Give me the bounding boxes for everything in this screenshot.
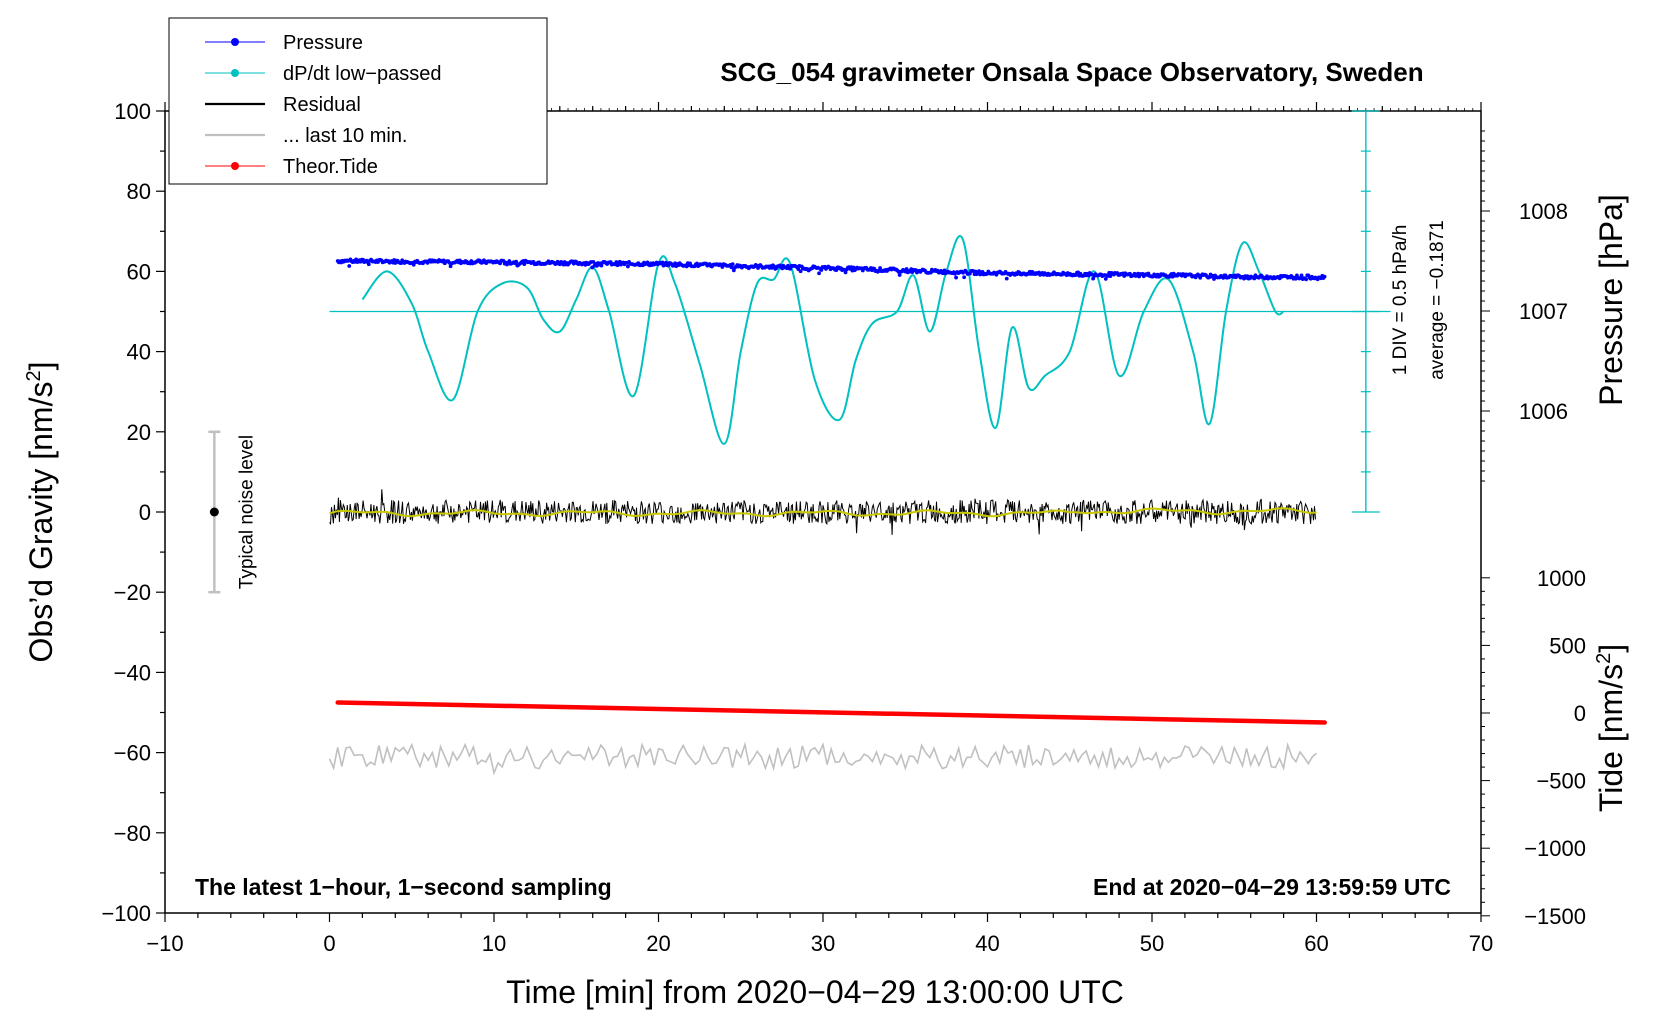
noise-bar-center (209, 507, 219, 517)
y-tick-label: 20 (127, 420, 151, 445)
y-axis-tide-label-exp: 2 (1593, 653, 1615, 664)
legend-label: Pressure (283, 32, 363, 54)
tide-tick-label: 0 (1574, 701, 1586, 726)
y-tick-label: 40 (127, 340, 151, 365)
pressure-point (1004, 276, 1009, 281)
pressure-point (817, 271, 821, 276)
y-axis-left-label-text: Obs’d Gravity [nm/s (23, 382, 59, 663)
pressure-point (1304, 277, 1309, 282)
legend-label: dP/dt low−passed (283, 63, 441, 85)
x-tick-label: 10 (482, 931, 506, 956)
end-time-note: End at 2020−04−29 13:59:59 UTC (1093, 874, 1451, 900)
tide-tick-label: −1500 (1524, 904, 1586, 929)
y-axis-pressure: 1008 1007 1006 (1481, 130, 1568, 482)
x-tick-label: 70 (1469, 931, 1493, 956)
pressure-point (366, 262, 371, 267)
pressure-point (448, 264, 453, 269)
pressure-point (798, 269, 803, 274)
y-axis-left-label-close: ] (23, 362, 59, 371)
pressure-point (977, 269, 982, 274)
legend-label: ... last 10 min. (283, 125, 408, 147)
pressure-point (843, 270, 848, 275)
x-tick-label: 30 (811, 931, 835, 956)
y-axis-pressure-label: Pressure [hPa] (1593, 194, 1629, 406)
x-tick-label: 50 (1140, 931, 1164, 956)
x-tick-label: 40 (975, 931, 999, 956)
pressure-point (347, 264, 352, 268)
legend-marker (231, 38, 239, 46)
pressure-point (819, 268, 824, 272)
y-tick-label: 60 (127, 259, 151, 284)
pressure-point (962, 275, 967, 280)
tide-tick-label: −1000 (1524, 836, 1586, 861)
legend-label: Residual (283, 94, 361, 116)
y-axis-left-label: Obs’d Gravity [nm/s2] (23, 362, 59, 663)
y-axis-left-label-exp: 2 (23, 370, 45, 381)
y-axis-left: 100 80 60 40 20 0 −20 −40 −60 −80 −100 (101, 99, 165, 926)
x-tick-label: 0 (323, 931, 335, 956)
legend: Pressure dP/dt low−passed Residual ... last… (168, 17, 548, 185)
pressure-point (599, 263, 604, 268)
x-axis-label: Time [min] from 2020−04−29 13:00:00 UTC (506, 974, 1124, 1010)
y-axis-tide-label-text: Tide [nm/s (1593, 664, 1629, 812)
y-tick-label: −60 (114, 741, 151, 766)
pressure-point (897, 273, 902, 277)
residual-smoothed-line (329, 507, 1317, 518)
chart-title: SCG_054 gravimeter Onsala Space Observat… (720, 57, 1423, 87)
pressure-point (1103, 276, 1108, 281)
pressure-point (1299, 273, 1304, 278)
x-axis: −10 0 10 20 30 40 50 60 70 (146, 102, 1493, 956)
y-axis-tide-label: Tide [nm/s2] (1593, 644, 1629, 812)
legend-label: Theor.Tide (283, 156, 378, 178)
pressure-point (730, 262, 735, 267)
pressure-tick-label: 1006 (1519, 399, 1568, 424)
pressure-tick-label: 1008 (1519, 199, 1568, 224)
pressure-point (878, 266, 882, 270)
legend-marker (231, 69, 239, 77)
y-axis-tide-label-close: ] (1593, 644, 1629, 653)
average-annotation: average = −0.1871 (1427, 220, 1448, 380)
last-10-min-line (328, 741, 1318, 776)
legend-box (168, 17, 548, 185)
x-tick-label: 60 (1304, 931, 1328, 956)
series-layer (328, 235, 1391, 776)
y-tick-label: −80 (114, 821, 151, 846)
pressure-tick-label: 1007 (1519, 299, 1568, 324)
theor-tide-line (335, 700, 1327, 725)
y-tick-label: −20 (114, 580, 151, 605)
tide-tick-label: 1000 (1537, 566, 1586, 591)
pressure-point (660, 260, 665, 265)
tide-tick-label: −500 (1536, 769, 1586, 794)
pressure-point (522, 262, 527, 267)
pressure-point (411, 262, 416, 267)
tide-tick-label: 500 (1549, 633, 1586, 658)
y-tick-label: −100 (101, 901, 151, 926)
pressure-point (514, 259, 519, 264)
x-tick-label: −10 (146, 931, 183, 956)
pressure-point (729, 265, 734, 270)
div-annotation: 1 DIV = 0.5 hPa/h (1390, 225, 1411, 376)
noise-label: Typical noise level (236, 435, 257, 589)
dpdt-line (361, 235, 1285, 445)
y-tick-label: 80 (127, 179, 151, 204)
y-axis-tide: 1000 500 0 −500 −1000 −1500 (1481, 566, 1586, 929)
x-tick-label: 20 (646, 931, 670, 956)
pressure-point (1108, 274, 1113, 278)
sampling-note: The latest 1−hour, 1−second sampling (195, 874, 612, 900)
y-tick-label: −40 (114, 660, 151, 685)
noise-level-bar: Typical noise level (208, 430, 257, 594)
legend-marker (231, 162, 239, 170)
pressure-point (720, 265, 725, 269)
y-tick-label: 0 (139, 500, 151, 525)
residual-line (329, 489, 1316, 535)
pressure-point (954, 275, 958, 280)
pressure-point (1322, 274, 1327, 279)
y-tick-label: 100 (114, 99, 151, 124)
pressure-point (626, 264, 630, 269)
